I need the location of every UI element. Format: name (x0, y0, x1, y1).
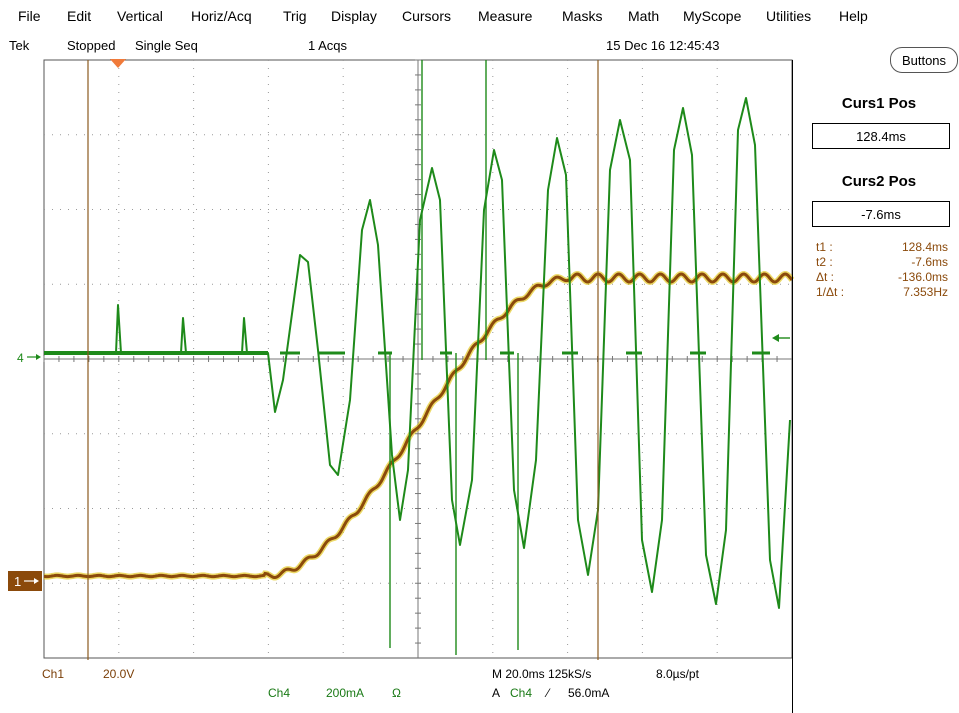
t2-value: -7.6ms (911, 255, 948, 269)
cursor-lines (87, 60, 599, 660)
acq-mode: Single Seq (135, 38, 198, 53)
inv-delta-t-label: 1/Δt : (816, 285, 845, 299)
trigger-level-arrow-icon[interactable] (772, 334, 790, 342)
run-state: Stopped (67, 38, 116, 53)
menu-edit[interactable]: Edit (67, 8, 92, 24)
menu-help[interactable]: Help (839, 8, 868, 24)
panel-divider (792, 60, 793, 713)
trigger-level[interactable]: 56.0mA (568, 686, 610, 700)
trigger-prefix: A (492, 686, 501, 700)
timebase-readout[interactable]: M 20.0ms 125kS/s (492, 667, 592, 681)
trigger-position-icon (110, 59, 126, 68)
delta-t-label: Δt : (816, 270, 835, 284)
trigger-slope-icon: ⁄ (547, 686, 550, 700)
menu-utilities[interactable]: Utilities (766, 8, 812, 24)
menu-math[interactable]: Math (628, 8, 660, 24)
ch1-waveform (43, 272, 794, 579)
trigger-source[interactable]: Ch4 (510, 686, 533, 700)
t1-label: t1 : (816, 240, 833, 254)
menu-vertical[interactable]: Vertical (117, 8, 163, 24)
ch4-ground-marker-icon[interactable]: 4 (17, 351, 41, 365)
menu-file[interactable]: File (18, 8, 41, 24)
ch4-scale[interactable]: 200mA (326, 686, 365, 700)
menu-masks[interactable]: Masks (562, 8, 603, 24)
point-interval: 8.0µs/pt (656, 667, 699, 681)
acq-count: 1 Acqs (308, 38, 348, 53)
t1-value: 128.4ms (901, 240, 948, 254)
menu-bar: File Edit Vertical Horiz/Acq Trig Displa… (0, 0, 959, 34)
curs2-position-field[interactable]: -7.6ms (812, 201, 950, 227)
menu-horiz-acq[interactable]: Horiz/Acq (191, 8, 252, 24)
buttons-toggle[interactable]: Buttons (890, 47, 958, 73)
menu-measure[interactable]: Measure (478, 8, 533, 24)
ch4-impedance: Ω (392, 686, 401, 700)
inv-delta-t-value: 7.353Hz (903, 285, 948, 299)
menu-myscope[interactable]: MyScope (683, 8, 742, 24)
graticule (43, 59, 793, 659)
curs1-position-field[interactable]: 128.4ms (812, 123, 950, 149)
ch4-label[interactable]: Ch4 (268, 686, 291, 700)
waveforms (43, 60, 795, 655)
menu-cursors[interactable]: Cursors (402, 8, 452, 24)
delta-t-value: -136.0ms (897, 270, 948, 284)
brand-label: Tek (9, 38, 30, 53)
curs2-title: Curs2 Pos (841, 173, 917, 190)
ch1-scale[interactable]: 20.0V (103, 667, 135, 681)
ch1-label[interactable]: Ch1 (42, 667, 65, 681)
ch4-marker-label: 4 (17, 351, 24, 365)
ch1-marker-label: 1 (14, 574, 21, 589)
curs1-title: Curs1 Pos (841, 95, 917, 112)
date-time: 15 Dec 16 12:45:43 (606, 38, 720, 53)
ch1-ground-marker-icon[interactable]: 1 (8, 571, 42, 591)
menu-display[interactable]: Display (331, 8, 377, 24)
t2-label: t2 : (816, 255, 833, 269)
menu-trig[interactable]: Trig (283, 8, 307, 24)
